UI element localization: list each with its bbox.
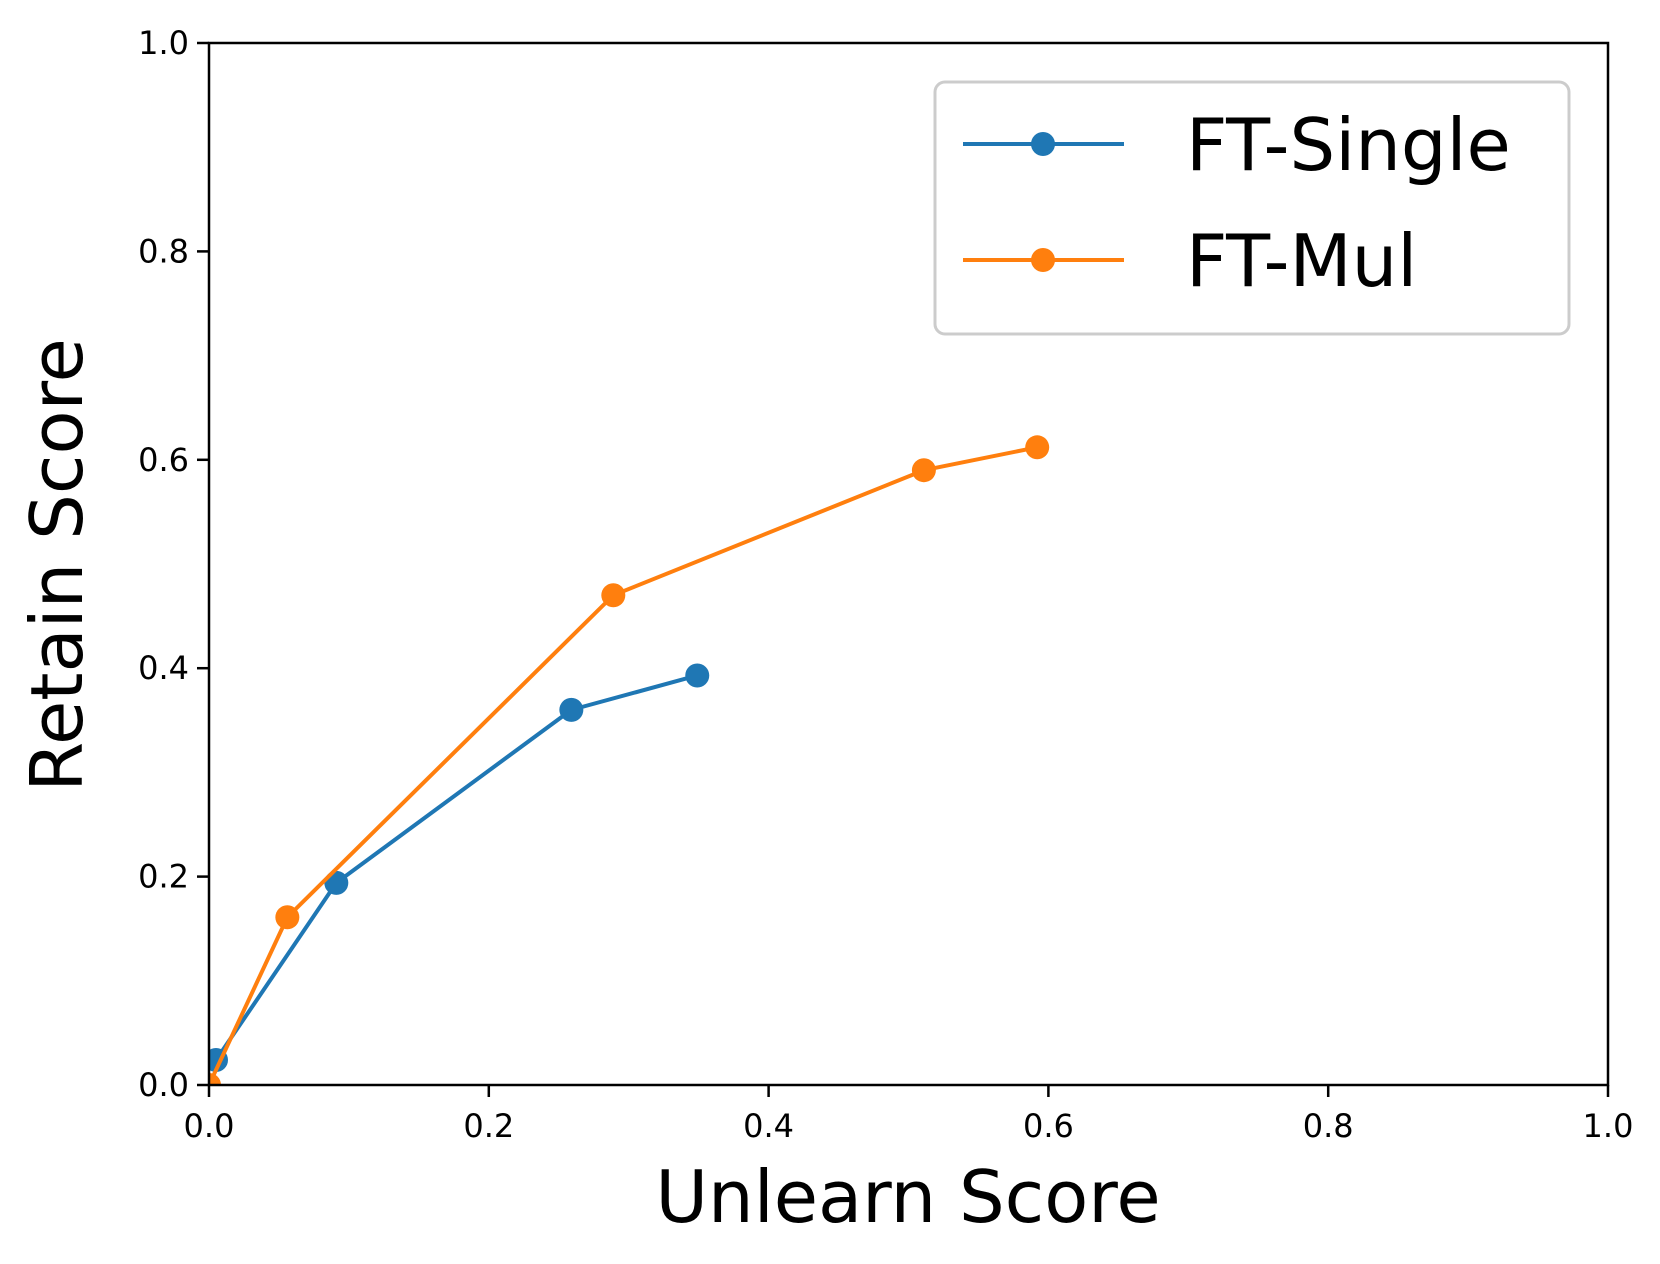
plot-frame <box>207 41 1610 1087</box>
x-tick-label: 0.0 <box>184 1107 235 1145</box>
x-tick-label: 0.8 <box>1303 1107 1354 1145</box>
legend-marker-ft-single <box>1031 132 1055 156</box>
legend-label-ft-mul: FT-Mul <box>1186 219 1417 303</box>
x-axis-label: Unlearn Score <box>655 1155 1160 1239</box>
data-point-ft-mul <box>1025 435 1050 460</box>
y-tick-label: 1.0 <box>138 24 189 62</box>
y-tick-label: 0.0 <box>138 1066 189 1104</box>
y-tick-label: 0.6 <box>138 441 189 479</box>
y-tick-label: 0.4 <box>138 649 189 687</box>
legend: FT-Single FT-Mul <box>933 80 1571 336</box>
data-point-ft-mul <box>601 583 626 608</box>
series-layer <box>209 435 1050 1085</box>
series-line-ft-single <box>214 673 698 1062</box>
legend-marker-ft-mul <box>1031 248 1055 272</box>
data-point-ft-single <box>559 697 584 722</box>
legend-label-ft-single: FT-Single <box>1186 103 1511 187</box>
y-tick-label: 0.2 <box>138 858 189 896</box>
axes-layer: 0.0 0.2 0.4 0.6 0.8 1.0 0.0 0.2 0.4 0.6 0.8 1.0 <box>138 24 1633 1145</box>
x-tick-label: 1.0 <box>1583 1107 1634 1145</box>
data-point-ft-mul <box>275 905 300 930</box>
y-tick-label: 0.8 <box>138 232 189 270</box>
x-tick-label: 0.2 <box>463 1107 514 1145</box>
data-point-ft-mul <box>911 458 936 483</box>
y-axis-label: Retain Score <box>15 338 99 792</box>
x-tick-label: 0.4 <box>743 1107 794 1145</box>
data-point-ft-single <box>685 663 710 688</box>
data-point-ft-mul <box>209 1073 221 1085</box>
x-tick-label: 0.6 <box>1023 1107 1074 1145</box>
